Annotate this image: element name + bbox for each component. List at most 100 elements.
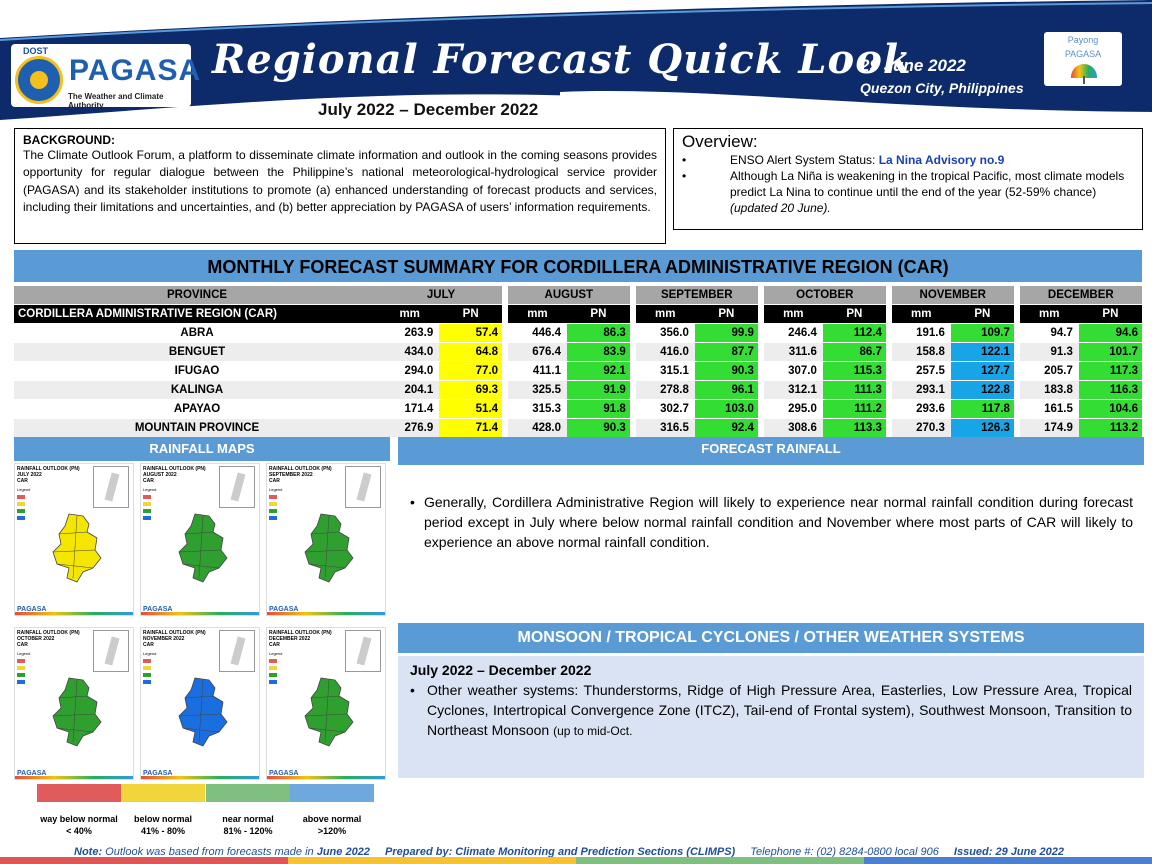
overview-title: Overview: (682, 132, 758, 151)
mm-header: mm (635, 305, 695, 323)
payong-pagasa-logo: Payong PAGASA (1044, 32, 1122, 86)
percent-normal-cell: 90.3 (694, 362, 758, 380)
map-legend-title: Legend (269, 651, 283, 656)
legend-swatch (143, 678, 183, 685)
legend-swatch (143, 500, 183, 507)
map-color-strip (267, 776, 385, 779)
legend-swatch (17, 507, 57, 514)
umbrella-handle (1083, 76, 1085, 84)
percent-normal-cell: 92.4 (694, 419, 758, 437)
payong-pagasa-label: PAGASA (1064, 49, 1102, 59)
location-inset-map (345, 630, 381, 672)
province-header: PROVINCE (14, 286, 381, 304)
scale-swatch (121, 784, 205, 802)
percent-normal-cell: 112.4 (822, 324, 886, 342)
table-row: IFUGAO 294.0 77.0 411.1 92.1 315.1 90.3 307.0 11… (14, 362, 1142, 380)
column-gap (502, 400, 508, 418)
map-legend-title: Legend (17, 651, 31, 656)
legend-swatch (17, 671, 57, 678)
rainfall-mm-cell: 270.3 (891, 419, 951, 437)
rainfall-mm-cell: 312.1 (763, 381, 823, 399)
month-header: NOVEMBER (891, 286, 1014, 304)
legend-swatch (17, 664, 57, 671)
column-gap (629, 381, 636, 399)
scale-swatch (206, 784, 290, 802)
la-nina-advisory-link: La Nina Advisory no.9 (878, 153, 1005, 167)
map-pagasa-logo: PAGASA (17, 770, 47, 777)
rainfall-mm-cell: 325.5 (507, 381, 568, 399)
column-gap (629, 400, 636, 418)
monsoon-panel: July 2022 – December 2022 Other weather … (398, 656, 1144, 778)
percent-normal-cell: 51.4 (439, 400, 503, 418)
legend-swatch (17, 500, 57, 507)
car-region-map (178, 513, 228, 583)
map-legend: Legend (17, 650, 57, 685)
percent-normal-cell: 122.1 (950, 343, 1014, 361)
pagasa-tagline: The Weather and Climate Authority (68, 92, 164, 110)
table-row: BENGUET 434.0 64.8 676.4 83.9 416.0 87.7 311.6 8… (14, 343, 1142, 361)
map-title-line: RAINFALL OUTLOOK (PN) (143, 466, 206, 472)
percent-normal-cell: 117.8 (950, 400, 1014, 418)
location-inset-map (219, 466, 255, 508)
footer-note-label: Note: (74, 846, 103, 858)
map-color-strip (15, 776, 133, 779)
map-month: SEPTEMBER 2022 (269, 472, 313, 478)
percent-normal-cell: 111.2 (822, 400, 886, 418)
map-region: CAR (17, 642, 28, 648)
percent-normal-cell: 77.0 (439, 362, 503, 380)
column-gap (1013, 381, 1020, 399)
legend-swatch (143, 671, 183, 678)
mm-header: mm (763, 305, 823, 323)
car-region-map (304, 677, 354, 747)
province-name: ABRA (180, 327, 214, 339)
month-header: JULY (380, 286, 503, 304)
location-inset-map (219, 630, 255, 672)
legend-swatch (143, 664, 183, 671)
legend-swatch (143, 493, 183, 500)
map-region: CAR (269, 642, 280, 648)
rainfall-mm-cell: 308.6 (763, 419, 823, 437)
rainfall-mm-cell: 293.6 (916, 403, 945, 415)
legend-swatch (269, 671, 309, 678)
overview-list: ENSO Alert System Status: La Nina Adviso… (682, 152, 1134, 216)
map-title: RAINFALL OUTLOOK (PN) SEPTEMBER 2022 CAR (269, 466, 332, 484)
percent-normal-cell: 113.3 (822, 419, 886, 437)
rainfall-mm-cell: 191.6 (916, 327, 945, 339)
enso-status-label: ENSO Alert System Status: (730, 153, 879, 167)
mm-header: mm (380, 305, 440, 323)
column-gap (885, 419, 892, 437)
map-title: RAINFALL OUTLOOK (PN) JULY 2022 CAR (17, 466, 80, 484)
column-gap (1013, 343, 1020, 361)
map-region: CAR (143, 478, 154, 484)
background-panel: BACKGROUND: The Climate Outlook Forum, a… (14, 128, 666, 244)
map-legend-title: Legend (143, 651, 157, 656)
issue-date: 29 June 2022 (860, 56, 966, 75)
table-subheader-row: CORDILLERA ADMINISTRATIVE REGION (CAR) mm… (14, 305, 1142, 323)
column-gap (757, 305, 764, 323)
car-region-map (52, 513, 102, 583)
rainfall-mm-cell: 276.9 (380, 419, 440, 437)
column-gap (502, 324, 508, 342)
scale-label: above normal >120% (282, 813, 382, 837)
month-header: DECEMBER (1019, 286, 1142, 304)
map-legend: Legend (269, 650, 309, 685)
payong-label: Payong (1067, 35, 1099, 45)
footer-color-bar (0, 857, 1152, 864)
scale-label: way below normal < 40% (29, 813, 129, 837)
percent-normal-cell: 104.6 (1078, 400, 1142, 418)
percent-normal-cell: 101.7 (1078, 343, 1142, 361)
percent-normal-cell: 86.7 (822, 343, 886, 361)
legend-swatch (269, 514, 309, 521)
rainfall-mm-cell: 416.0 (635, 343, 695, 361)
location-inset-map (93, 466, 129, 508)
percent-normal-cell: 91.8 (567, 400, 630, 418)
pagasa-wordmark: PAGASA (69, 54, 202, 87)
mm-header: mm (507, 305, 568, 323)
percent-normal-cell: 94.6 (1078, 324, 1142, 342)
rainfall-mm-cell: 356.0 (660, 327, 689, 339)
car-region-map (178, 677, 228, 747)
background-text: The Climate Outlook Forum, a platform to… (23, 148, 657, 215)
percent-normal-cell: 113.2 (1078, 419, 1142, 437)
legend-swatch (269, 657, 309, 664)
table-row: KALINGA 204.1 69.3 325.5 91.9 278.8 96.1 312.1 1… (14, 381, 1142, 399)
